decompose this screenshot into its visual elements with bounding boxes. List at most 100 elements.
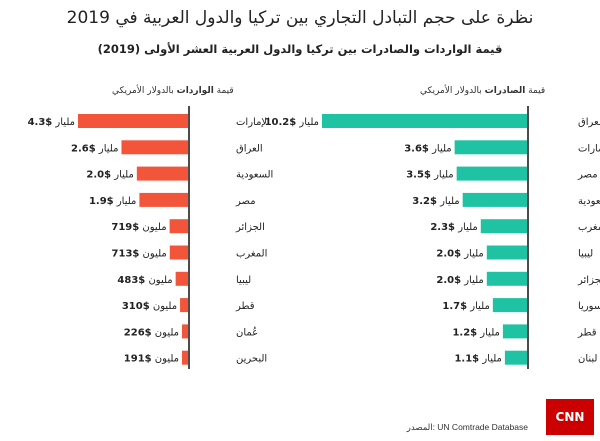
imports-unit-label: مليون [152,354,179,365]
exports-data-label: مليار $1.2 [452,327,499,338]
exports-panel-label: قيمة الصادرات بالدولار الأمريكي [420,86,545,96]
exports-bar [454,140,527,155]
imports-unit-label: مليون [150,301,177,312]
exports-value-label: $10.2 [265,117,297,128]
imports-data-label: مليون $713 [112,249,167,260]
imports-category-label: الإمارات [236,117,270,128]
exports-unit-label: مليار [461,249,484,260]
imports-unit-label: مليون [145,275,172,286]
imports-unit-label: مليار [96,143,119,154]
exports-unit-label: مليار [467,301,490,312]
imports-unit-label: مليار [114,196,137,207]
imports-unit-label: مليون [139,249,166,260]
imports-unit-label: مليون [139,222,166,233]
imports-bar [180,298,188,313]
imports-data-label: مليون $191 [124,354,179,365]
exports-label-suffix: بالدولار الأمريكي [420,86,485,96]
exports-category-label: الجزائر [577,275,600,286]
exports-category-label: ليبيا [578,249,593,260]
imports-data-label: مليار $1.9 [89,196,136,207]
exports-bar [492,298,527,313]
imports-bar [182,350,188,365]
exports-value-label: $1.7 [442,301,467,312]
chart-subtitle: قيمة الواردات والصادرات بين تركيا والدول… [97,42,503,56]
imports-category-label: العراق [236,143,263,154]
imports-bar [121,140,188,155]
exports-data-label: مليار $1.1 [454,354,501,365]
cnn-arabic-logo: CNN [546,399,594,435]
exports-bar [486,245,527,260]
imports-label-suffix: بالدولار الأمريكي [112,86,177,96]
imports-data-label: مليار $2.6 [71,143,118,154]
imports-label-bold: الواردات [176,86,214,96]
imports-category-label: الجزائر [235,222,265,233]
imports-value-label: $2.6 [71,143,96,154]
exports-value-label: $1.1 [454,354,479,365]
exports-unit-label: مليار [477,327,500,338]
imports-value-label: $191 [124,354,152,365]
exports-category-label: قطر [577,327,597,338]
imports-category-label: مصر [235,196,256,207]
imports-bar [175,271,188,286]
exports-label-prefix: قيمة [525,86,546,96]
exports-value-label: $1.2 [452,327,477,338]
imports-unit-label: مليون [152,327,179,338]
imports-category-label: السعودية [236,170,273,181]
exports-data-label: مليار $3.6 [404,143,451,154]
imports-bar [182,324,188,339]
imports-value-label: $719 [111,222,139,233]
exports-value-label: $3.6 [404,143,429,154]
imports-data-label: مليون $226 [124,327,179,338]
imports-category-label: عُمان [236,327,258,339]
imports-data-label: مليار $4.3 [28,117,75,128]
exports-data-label: مليار $2.0 [436,275,483,286]
exports-bar [456,166,527,181]
imports-value-label: $2.0 [86,170,111,181]
exports-value-label: $3.2 [412,196,437,207]
imports-bar [78,114,188,128]
chart-title: نظرة على حجم التبادل التجاري بين تركيا و… [66,8,534,28]
imports-value-label: $483 [117,275,145,286]
imports-bar [139,192,188,207]
exports-category-label: الإمارات [578,143,600,154]
exports-unit-label: مليار [437,196,460,207]
exports-category-label: السعودية [578,196,600,207]
exports-label-bold: الصادرات [484,86,526,96]
exports-bar [502,324,527,339]
imports-bar [169,219,188,234]
exports-unit-label: مليار [455,222,478,233]
imports-bar [169,245,188,260]
exports-data-label: مليار $1.7 [442,301,489,312]
imports-label-prefix: قيمة [213,86,234,96]
exports-unit-label: مليار [479,354,502,365]
imports-value-label: $226 [124,327,152,338]
exports-data-label: مليار $2.3 [430,222,477,233]
exports-bar [480,219,527,234]
imports-category-label: ليبيا [236,275,251,286]
imports-category-label: المغرب [236,249,267,260]
exports-value-label: $3.5 [406,170,431,181]
imports-value-label: $310 [122,301,150,312]
exports-data-label: مليار $3.5 [406,170,453,181]
imports-bar [136,166,188,181]
exports-bar [504,350,527,365]
imports-data-label: مليون $719 [111,222,166,233]
exports-value-label: $2.3 [430,222,455,233]
imports-value-label: $4.3 [28,117,53,128]
imports-data-label: مليار $2.0 [86,170,133,181]
exports-category-label: مصر [577,170,598,181]
exports-unit-label: مليار [461,275,484,286]
imports-category-label: البحرين [236,354,267,365]
exports-bar [322,114,527,128]
exports-category-label: سوريا [578,301,600,312]
imports-unit-label: مليار [52,117,75,128]
imports-unit-label: مليار [111,170,134,181]
imports-value-label: $1.9 [89,196,114,207]
imports-data-label: مليون $310 [122,301,177,312]
imports-category-label: قطر [235,301,255,312]
imports-value-label: $713 [112,249,140,260]
exports-data-label: مليار $3.2 [412,196,459,207]
exports-data-label: مليار $2.0 [436,249,483,260]
imports-panel-label: قيمة الواردات بالدولار الأمريكي [112,86,234,96]
